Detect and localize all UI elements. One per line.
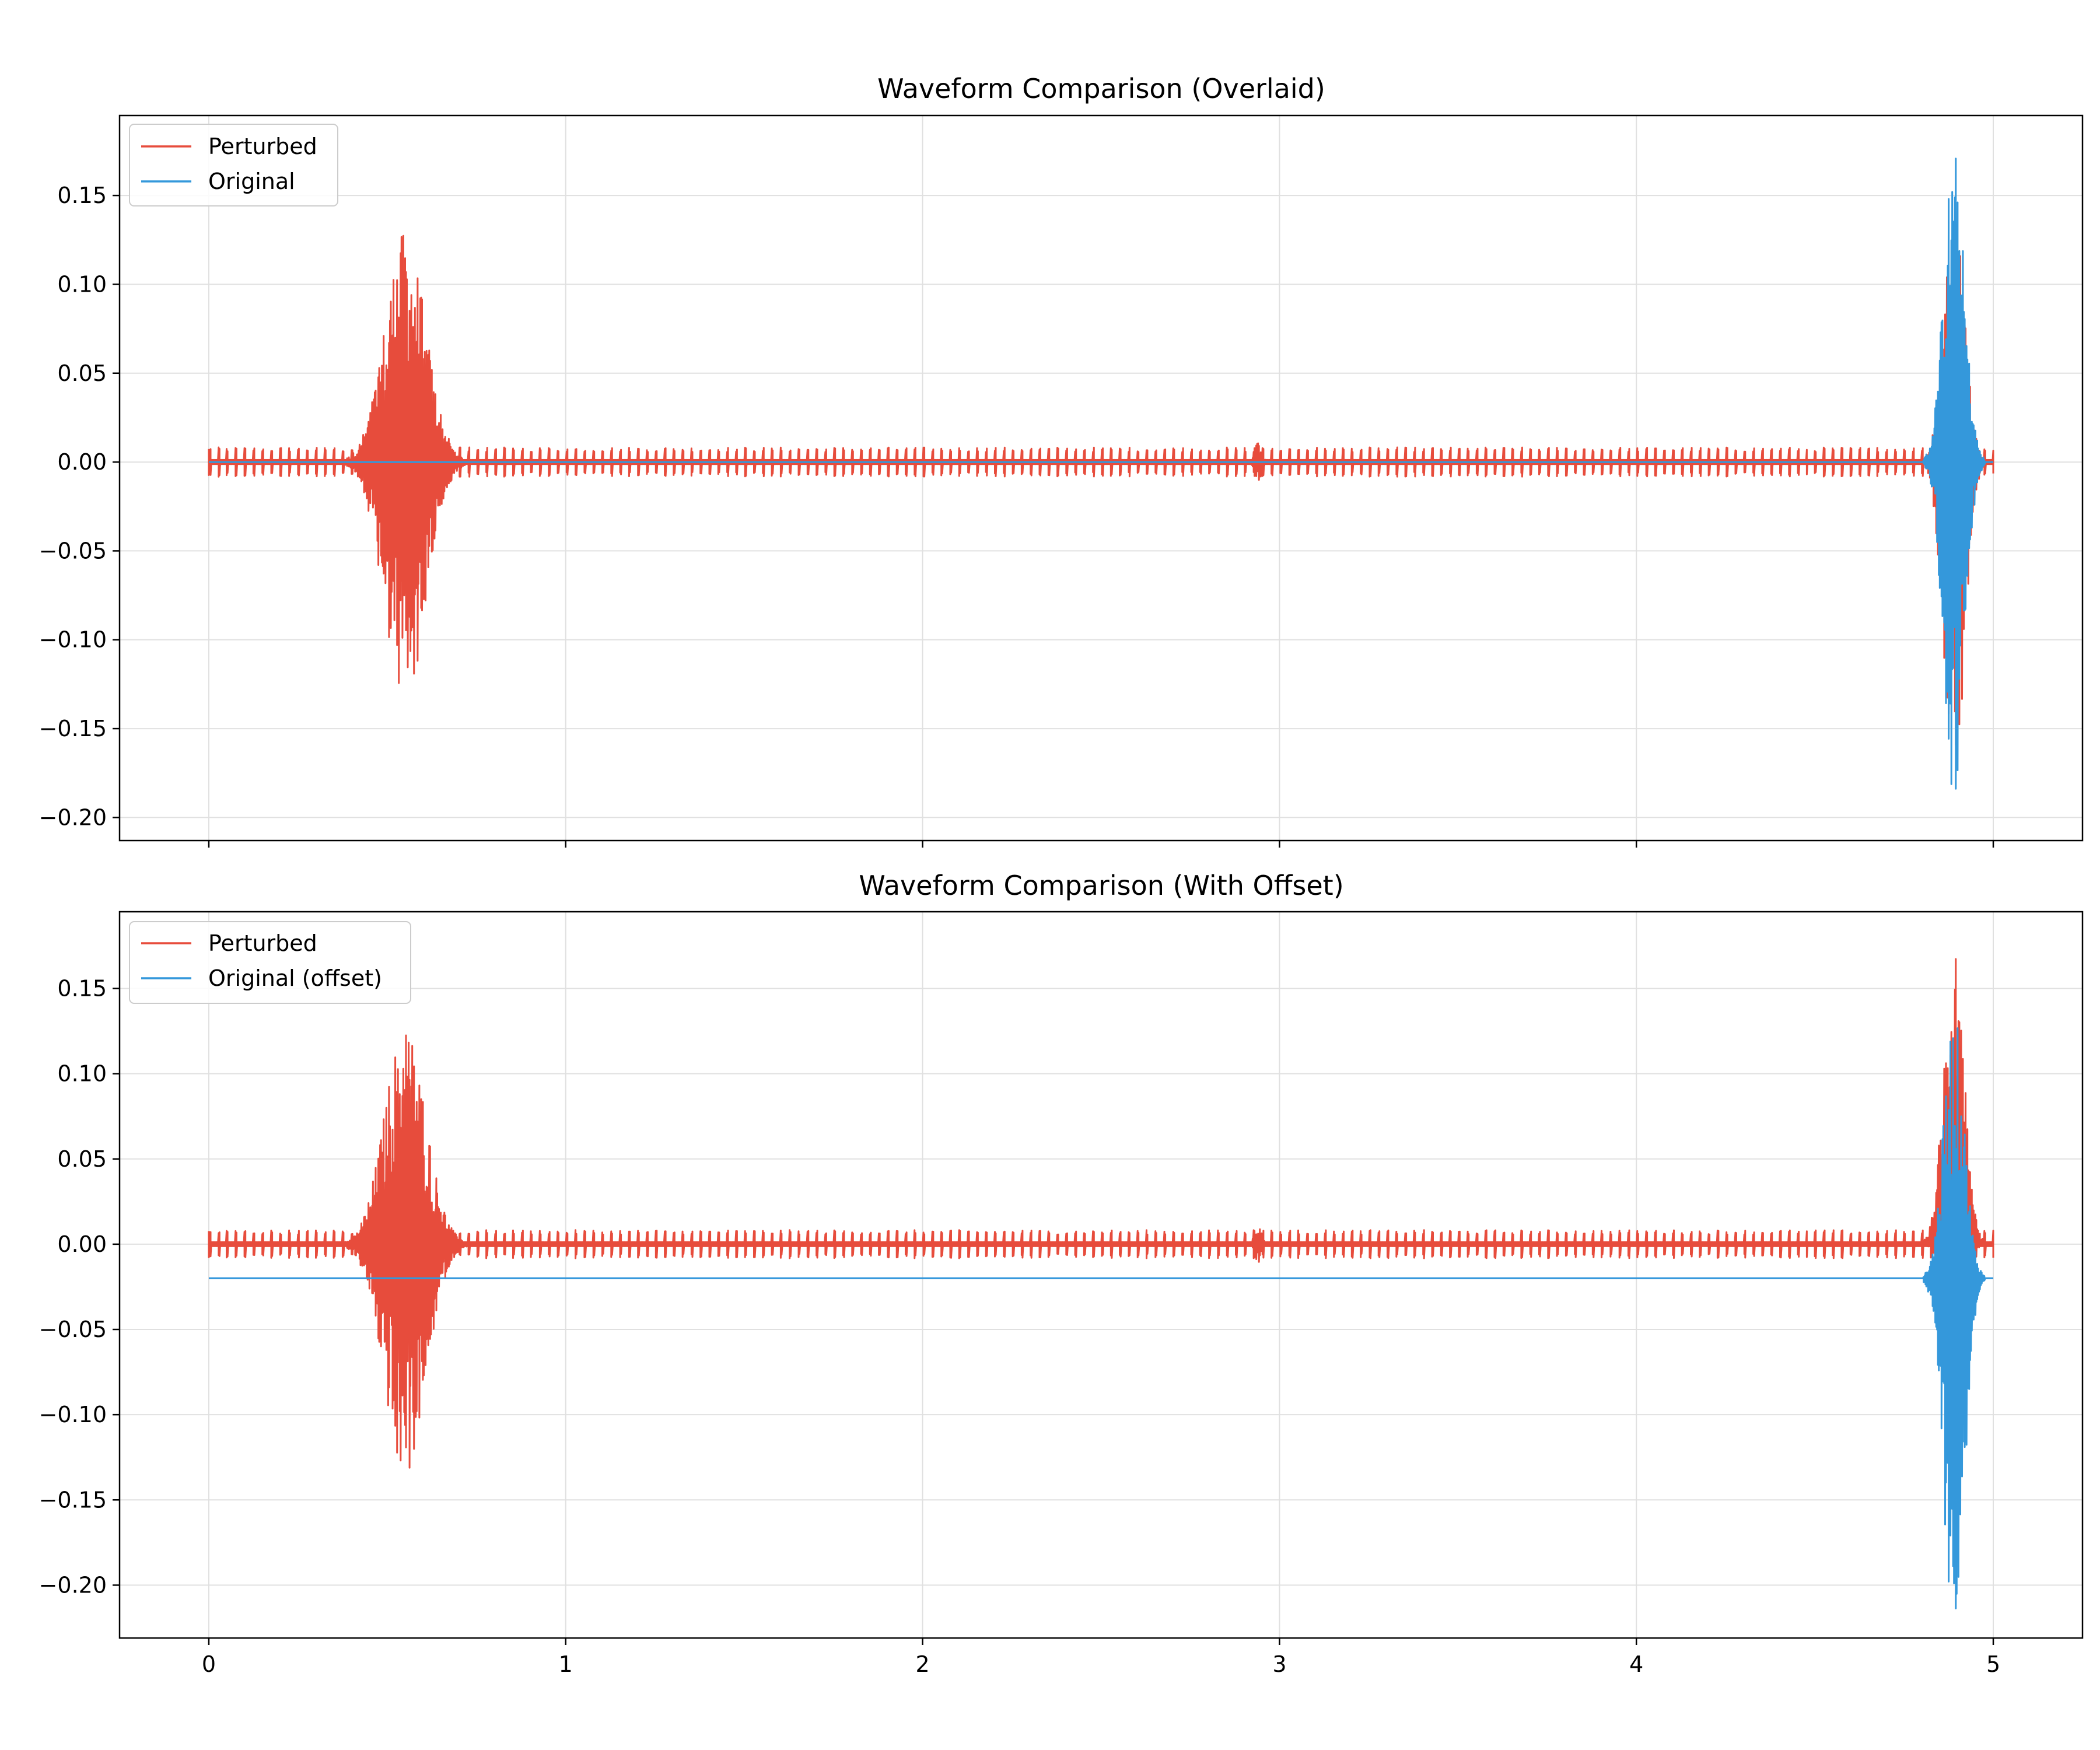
chart-title: Waveform Comparison (With Offset) [859, 870, 1343, 901]
y-tick-label: 0.00 [57, 449, 107, 475]
legend-label-perturbed: Perturbed [208, 930, 317, 956]
y-tick-label: −0.15 [39, 1487, 107, 1513]
legend-label-original-offset: Original (offset) [208, 965, 382, 991]
y-tick-label: 0.15 [57, 976, 107, 1002]
y-tick-label: 0.10 [57, 1061, 107, 1087]
y-tick-label: −0.10 [39, 1402, 107, 1427]
series-layer [208, 958, 1994, 1609]
legend: Perturbed Original [129, 124, 338, 206]
x-tick-label: 1 [559, 1651, 573, 1677]
y-tick-label: 0.05 [57, 360, 107, 386]
y-tick-label: 0.00 [57, 1231, 107, 1257]
y-tick-label: 0.10 [57, 271, 107, 297]
x-tick-label: 3 [1272, 1651, 1286, 1677]
x-tick-label: 5 [1986, 1651, 2000, 1677]
panel-overlaid: Waveform Comparison (Overlaid) −0.20 −0.1… [39, 73, 2084, 848]
legend-label-perturbed: Perturbed [208, 134, 317, 159]
legend-box [129, 921, 411, 1004]
axes: −0.20 −0.15 −0.10 −0.05 0.00 0.05 0.10 0.15 [39, 183, 1994, 848]
y-tick-label: −0.20 [39, 1572, 107, 1598]
x-tick-label: 2 [915, 1651, 929, 1677]
chart-title: Waveform Comparison (Overlaid) [877, 73, 1325, 104]
plot-frame [118, 911, 2084, 1639]
legend-label-original: Original [208, 169, 295, 194]
y-tick-label: −0.05 [39, 538, 107, 564]
axes: 0 1 2 3 4 5 −0.20 −0.15 −0.10 −0.05 0.00 0.05 0.10 0.… [39, 976, 2001, 1677]
y-tick-label: −0.15 [39, 716, 107, 741]
y-tick-label: −0.20 [39, 804, 107, 830]
panel-with-offset: Waveform Comparison (With Offset) 0 1 2 3 4 5… [39, 870, 2084, 1677]
y-tick-label: 0.05 [57, 1146, 107, 1172]
plot-frame [118, 114, 2084, 842]
legend-box [129, 124, 338, 206]
y-tick-label: 0.15 [57, 183, 107, 208]
series-layer [208, 158, 1994, 790]
x-tick-label: 4 [1629, 1651, 1643, 1677]
y-tick-label: −0.10 [39, 627, 107, 653]
y-tick-label: −0.05 [39, 1317, 107, 1342]
x-tick-label: 0 [202, 1651, 216, 1677]
legend: Perturbed Original (offset) [129, 921, 411, 1004]
